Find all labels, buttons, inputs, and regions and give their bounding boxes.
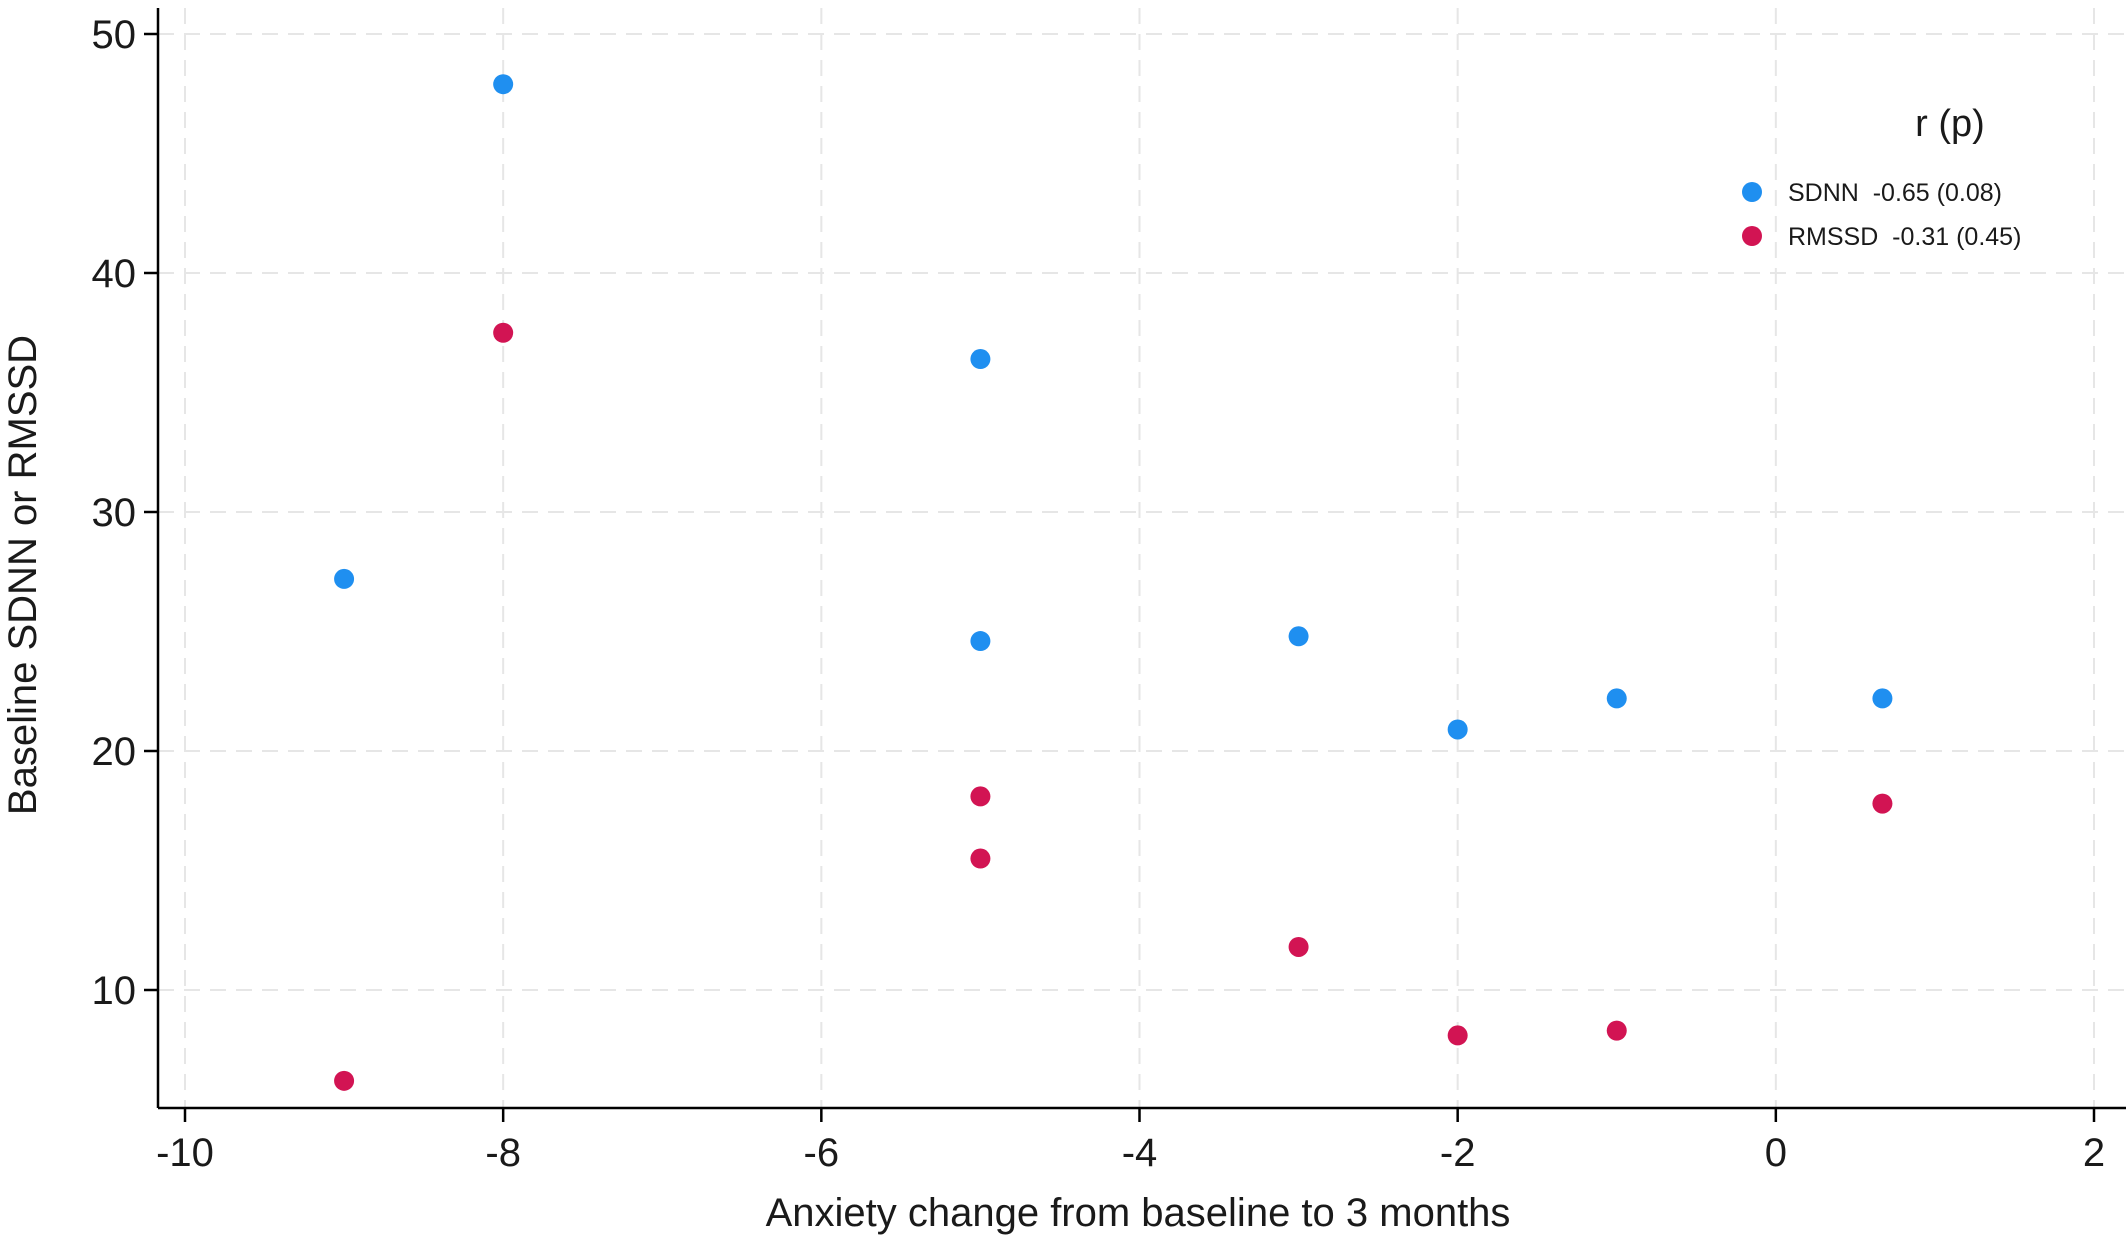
rmssd-point [1872, 793, 1893, 814]
legend-title: r (p) [1915, 103, 1985, 145]
sdnn-point [970, 349, 991, 370]
data-points [334, 74, 1893, 1091]
x-tick-label: -2 [1440, 1131, 1476, 1175]
rmssd-point [334, 1070, 355, 1091]
legend-label: RMSSD -0.31 (0.45) [1788, 223, 2021, 251]
legend: r (p) SDNN -0.65 (0.08) RMSSD -0.31 (0.45… [1742, 103, 2021, 251]
y-tick-label: 10 [92, 969, 137, 1013]
x-tick-label: -4 [1122, 1131, 1158, 1175]
rmssd-point [970, 786, 991, 807]
y-tick-label: 40 [92, 252, 137, 296]
sdnn-point [1872, 688, 1893, 709]
legend-marker [1742, 182, 1762, 202]
y-tick-label: 30 [92, 491, 137, 535]
sdnn-point [1606, 688, 1627, 709]
rmssd-point [1288, 936, 1309, 957]
x-axis-title: Anxiety change from baseline to 3 months [766, 1191, 1511, 1235]
y-tick-label: 20 [92, 730, 137, 774]
sdnn-point [334, 568, 355, 589]
x-tick-label: 0 [1765, 1131, 1787, 1175]
axes [156, 8, 2126, 1110]
sdnn-point [1288, 626, 1309, 647]
rmssd-point [1606, 1020, 1627, 1041]
rmssd-point [970, 848, 991, 869]
rmssd-point [1447, 1025, 1468, 1046]
y-tick-label: 50 [92, 13, 137, 57]
legend-marker [1742, 226, 1762, 246]
x-tick-label: -10 [156, 1131, 214, 1175]
rmssd-point [493, 322, 514, 343]
x-tick-label: 2 [2083, 1131, 2105, 1175]
x-tick-label: -6 [804, 1131, 840, 1175]
x-tick-label: -8 [485, 1131, 521, 1175]
sdnn-point [970, 631, 991, 652]
legend-label: SDNN -0.65 (0.08) [1788, 179, 2002, 207]
sdnn-point [493, 74, 514, 95]
grid-lines [158, 8, 2126, 1108]
axis-ticks: -10 -8 -6 -4 -2 0 2 10 20 30 40 50 [92, 13, 2106, 1175]
sdnn-point [1447, 719, 1468, 740]
y-axis-title: Baseline SDNN or RMSSD [1, 335, 45, 815]
